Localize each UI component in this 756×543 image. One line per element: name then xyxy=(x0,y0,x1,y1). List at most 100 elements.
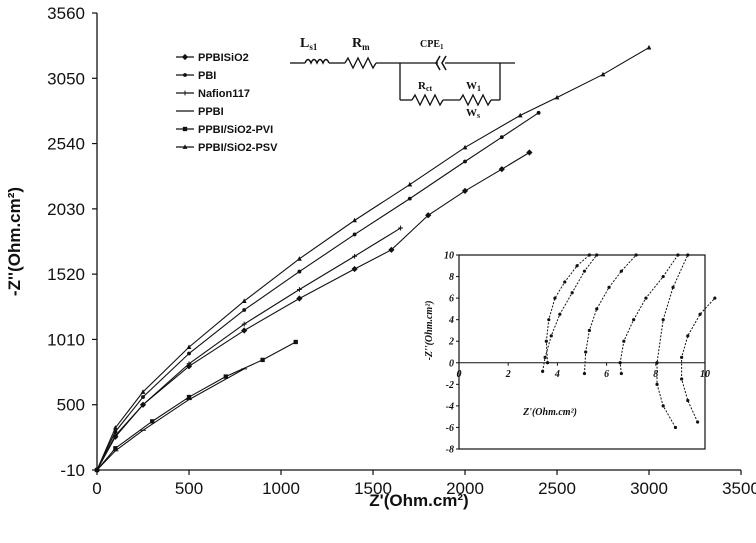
data-point-nafion117 xyxy=(241,321,247,327)
inset-x-tick-label: 4 xyxy=(554,369,560,380)
data-point-pbi xyxy=(536,110,541,115)
inset-data-point xyxy=(655,361,659,365)
data-point-nafion117 xyxy=(140,402,146,408)
inset-data-point xyxy=(655,382,659,386)
inset-data-point xyxy=(547,318,551,322)
data-point-ppbisio2 xyxy=(526,149,533,156)
data-point-ppbi-sio2-psv xyxy=(140,389,146,394)
legend-label: PPBI xyxy=(198,106,224,118)
legend-label: PPBI/SiO2-PSV xyxy=(198,142,278,154)
data-point-nafion117 xyxy=(297,287,302,292)
inset-x-tick-label: 0 xyxy=(457,369,462,380)
inset-data-point xyxy=(549,334,553,338)
data-point-pbi xyxy=(242,308,247,312)
inset-data-point xyxy=(661,318,665,322)
y-tick-label: -10 xyxy=(60,461,85,480)
data-point-nafion117 xyxy=(352,253,357,259)
x-tick-label: 3500 xyxy=(722,479,756,498)
inset-y-tick-label: -8 xyxy=(446,445,454,456)
inset-data-point xyxy=(686,334,690,338)
inset-data-point xyxy=(619,269,623,273)
inset-data-point xyxy=(644,296,648,300)
data-point-ppbi-sio2-psv xyxy=(407,181,413,187)
main-series-group xyxy=(93,44,652,474)
data-point-ppbi-sio2-pvi xyxy=(113,446,118,451)
circuit-label-cpe-sub: 1 xyxy=(440,43,444,51)
inset-data-point xyxy=(543,355,547,359)
inset-data-point xyxy=(713,296,717,300)
data-point-ppbi-sio2-pvi xyxy=(186,394,192,400)
legend-item-ppbi: PPBI xyxy=(176,106,224,118)
data-point-pbi xyxy=(407,196,412,201)
data-point-pbi xyxy=(297,269,302,274)
inset-y-tick-label: 0 xyxy=(449,358,454,369)
inset-data-point xyxy=(587,253,591,257)
data-point-ppbi-sio2-pvi xyxy=(223,374,228,379)
inset-series-5 xyxy=(655,253,690,430)
series-ppbi xyxy=(94,368,248,471)
inset-data-point xyxy=(595,253,599,257)
y-tick-label: 1520 xyxy=(47,265,85,284)
data-point-ppbi-sio2-psv xyxy=(646,44,652,50)
inset-data-point xyxy=(680,355,684,359)
data-point-pbi xyxy=(187,351,191,356)
circuit-label-cpe: CPE1 xyxy=(420,39,444,51)
inset-data-point xyxy=(696,420,700,424)
series-line-nafion117 xyxy=(96,227,401,471)
series-ppbi-sio2-psv xyxy=(94,44,652,472)
inset-data-point xyxy=(622,339,626,343)
y-tick-label: 3560 xyxy=(47,4,85,23)
legend: PPBISiO2 PBI Nafion117 PPBI PPBI/SiO2-PVI PPB… xyxy=(176,52,278,154)
data-point-ppbi-sio2-psv xyxy=(241,298,247,303)
inset-x-tick-label: 6 xyxy=(604,369,609,380)
inset-data-point xyxy=(587,328,591,333)
data-point-ppbi-sio2-psv xyxy=(554,94,560,100)
data-point-ppbi-sio2-psv xyxy=(517,112,523,118)
data-point-nafion117 xyxy=(398,225,403,231)
inset-data-point xyxy=(686,398,690,403)
x-tick-label: 0 xyxy=(92,479,101,498)
data-point-pbi xyxy=(463,159,467,164)
legend-marker xyxy=(181,53,189,61)
data-point-ppbi-sio2-psv xyxy=(352,217,357,223)
inset-data-point xyxy=(698,312,702,316)
y-tick-label: 2540 xyxy=(47,135,85,154)
inset-y-tick-label: -2 xyxy=(446,380,454,391)
inset-data-point xyxy=(671,285,675,289)
data-point-ppbi-sio2-psv xyxy=(113,425,118,430)
series-nafion117 xyxy=(94,225,403,473)
inset-y-tick-label: 6 xyxy=(449,294,454,305)
circuit-label-ws: Ws xyxy=(466,107,480,120)
inset-data-point xyxy=(582,371,587,376)
circuit-label-rct: Rct xyxy=(418,80,433,93)
data-point-pbi xyxy=(499,135,504,140)
inset-data-point xyxy=(661,274,665,279)
circuit-label-w1-main: W xyxy=(466,80,477,92)
x-tick-label: 2000 xyxy=(446,479,484,498)
inset-data-point xyxy=(680,377,684,381)
inset-x-axis-title: Z'(Ohm.cm²) xyxy=(522,407,577,418)
inset-data-point xyxy=(541,369,545,373)
legend-item-ppbi-sio2-pvi: PPBI/SiO2-PVI xyxy=(176,124,273,136)
cpe-element-icon xyxy=(435,55,447,71)
inset-series-3 xyxy=(582,253,638,376)
inset-x-tick-label: 10 xyxy=(700,369,710,380)
legend-label: PPBISiO2 xyxy=(198,52,249,64)
inset-data-point xyxy=(661,404,665,408)
x-axis-title: Z'(Ohm.cm²) xyxy=(369,491,468,510)
inset-data-point xyxy=(558,312,562,316)
circuit-label-ls1: Ls1 xyxy=(300,36,318,52)
inductor-coil-icon xyxy=(304,58,330,65)
circuit-label-rct-sub: ct xyxy=(426,84,433,93)
data-point-pbi xyxy=(141,395,145,399)
x-tick-label: 1000 xyxy=(262,479,300,498)
inset-frame xyxy=(458,254,706,450)
inset-data-point xyxy=(595,307,599,311)
legend-item-ppbisio2: PPBISiO2 xyxy=(176,52,249,64)
inset-series-2 xyxy=(541,253,599,373)
y-tick-label: 1010 xyxy=(47,330,85,349)
inset-data-point xyxy=(676,253,680,257)
data-point-ppbi-sio2-psv xyxy=(94,467,100,472)
legend-marker xyxy=(182,144,188,149)
